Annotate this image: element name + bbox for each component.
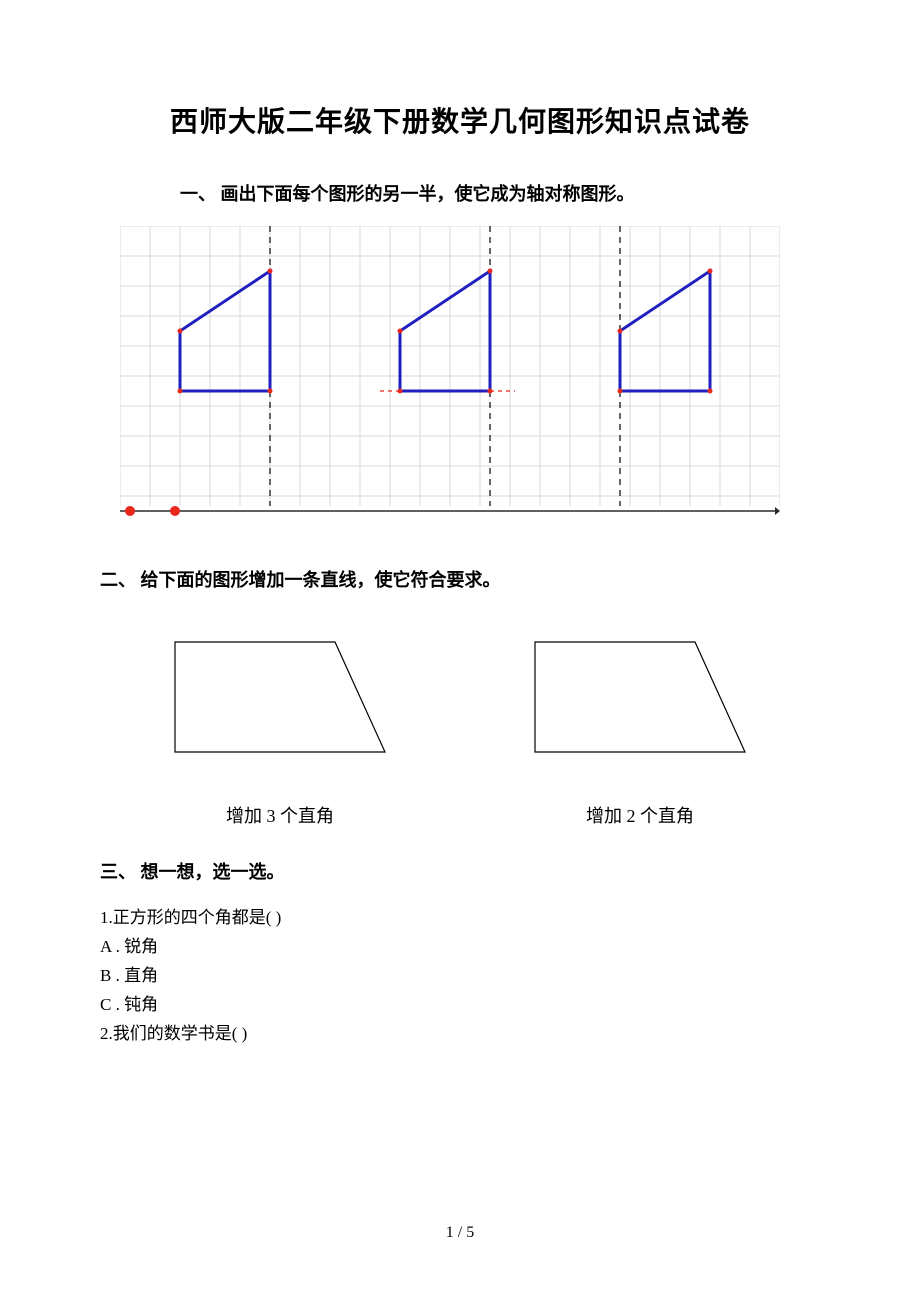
section2-shapes-row: 增加 3 个直角 增加 2 个直角 (100, 622, 820, 828)
q-line: B . 直角 (100, 962, 820, 991)
section3-question-list: 1.正方形的四个角都是( ) A . 锐角 B . 直角 C . 钝角 2.我们… (100, 904, 820, 1048)
shape-left-caption: 增加 3 个直角 (155, 802, 405, 828)
q-line: A . 锐角 (100, 933, 820, 962)
section2-heading: 二、 给下面的图形增加一条直线，使它符合要求。 (100, 566, 820, 592)
page-number: 1 / 5 (0, 1224, 920, 1242)
q-line: C . 钝角 (100, 991, 820, 1020)
shape-right: 增加 2 个直角 (515, 622, 765, 828)
shape-left-svg (155, 622, 405, 772)
shape-right-svg (515, 622, 765, 772)
q-line: 2.我们的数学书是( ) (100, 1020, 820, 1049)
q-line: 1.正方形的四个角都是( ) (100, 904, 820, 933)
document-title: 西师大版二年级下册数学几何图形知识点试卷 (100, 100, 820, 140)
shape-left: 增加 3 个直角 (155, 622, 405, 828)
section1-heading: 一、 画出下面每个图形的另一半，使它成为轴对称图形。 (180, 180, 820, 206)
section3-heading: 三、 想一想，选一选。 (100, 858, 820, 884)
section1-grid-figure (120, 226, 780, 536)
grid-svg (120, 226, 780, 536)
shape-right-caption: 增加 2 个直角 (515, 802, 765, 828)
